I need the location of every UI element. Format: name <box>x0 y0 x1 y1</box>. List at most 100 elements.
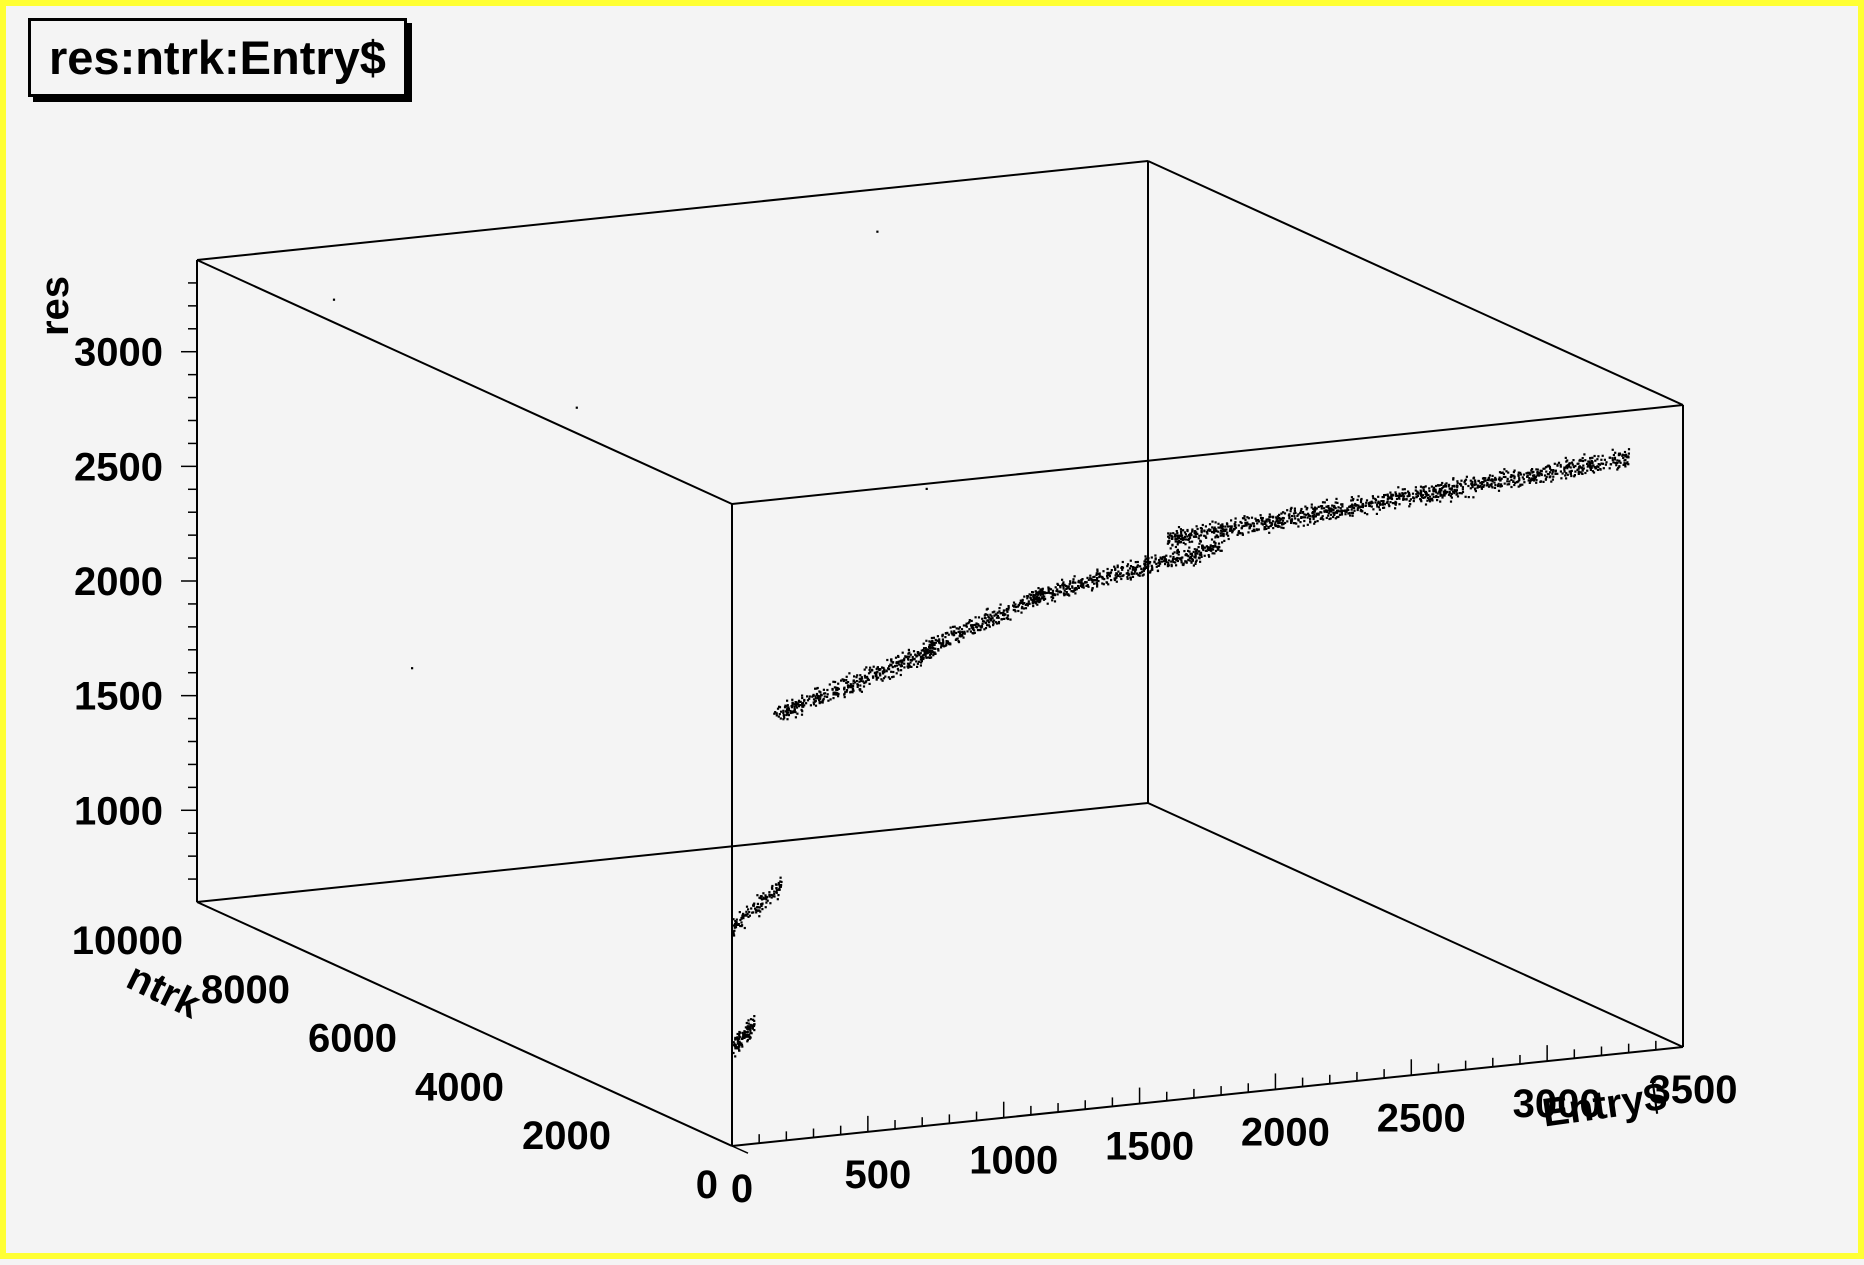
data-point <box>1572 465 1575 468</box>
data-point <box>907 648 910 651</box>
data-point <box>938 638 941 641</box>
data-point <box>1549 467 1552 470</box>
data-point <box>1435 491 1438 494</box>
data-point <box>1523 481 1526 484</box>
data-point <box>1551 472 1554 475</box>
data-point <box>1426 499 1429 502</box>
data-point <box>890 670 893 673</box>
data-point <box>1304 513 1307 516</box>
data-point <box>1053 600 1057 603</box>
data-point <box>1077 586 1080 589</box>
data-point <box>1336 516 1339 519</box>
data-point <box>1270 521 1273 525</box>
data-point <box>923 653 926 656</box>
data-point <box>1403 488 1406 491</box>
data-point <box>1444 491 1447 494</box>
data-point <box>1480 486 1483 489</box>
data-point <box>743 926 746 930</box>
data-point <box>1200 553 1203 556</box>
data-point <box>759 897 762 900</box>
data-point <box>1622 463 1625 466</box>
data-point <box>1275 519 1278 522</box>
data-point <box>1577 467 1580 470</box>
data-point <box>1178 539 1181 543</box>
data-point <box>1197 537 1200 540</box>
x-tick-label: 0 <box>731 1167 753 1211</box>
data-point <box>745 910 748 913</box>
data-point <box>732 1051 735 1055</box>
data-point <box>1068 583 1071 586</box>
box-edge <box>731 404 1684 505</box>
data-point <box>919 664 922 667</box>
data-point <box>1072 580 1075 583</box>
data-point <box>945 640 948 643</box>
data-point <box>897 660 900 663</box>
data-point <box>1185 538 1188 541</box>
data-point <box>1192 550 1195 554</box>
data-point <box>738 1049 741 1052</box>
data-point <box>1506 477 1509 480</box>
data-point <box>1598 463 1602 466</box>
data-point <box>849 691 852 694</box>
data-point <box>1068 588 1071 591</box>
data-point <box>1170 560 1173 563</box>
data-point <box>1310 503 1313 506</box>
data-point <box>885 669 888 672</box>
data-point <box>1594 459 1597 462</box>
data-point <box>1091 581 1094 584</box>
data-point <box>925 656 928 659</box>
data-point <box>760 904 763 908</box>
data-point <box>968 628 971 631</box>
data-point <box>1245 522 1248 525</box>
data-point <box>1177 526 1181 529</box>
data-point <box>1546 473 1549 476</box>
data-point <box>1359 501 1363 504</box>
data-point <box>926 648 930 651</box>
data-point <box>932 654 935 657</box>
data-point <box>1452 484 1456 487</box>
data-point <box>1339 510 1342 513</box>
data-point <box>1107 571 1110 574</box>
data-point <box>1294 511 1297 514</box>
data-point <box>1491 486 1494 489</box>
data-point <box>1024 603 1027 606</box>
data-point <box>1503 482 1506 485</box>
data-point <box>1158 564 1161 567</box>
data-point <box>1424 485 1427 488</box>
data-point <box>1621 453 1624 456</box>
data-point <box>1513 469 1516 472</box>
data-point <box>1201 544 1204 548</box>
data-point <box>747 915 750 918</box>
data-point <box>764 906 767 909</box>
data-point <box>1539 480 1543 483</box>
data-point <box>1194 560 1197 563</box>
data-point <box>971 625 974 628</box>
data-point <box>970 626 973 629</box>
data-point <box>1556 463 1559 466</box>
data-point <box>1000 618 1003 621</box>
data-point <box>1514 481 1517 484</box>
data-point <box>916 651 919 654</box>
data-point <box>1096 585 1099 588</box>
data-point <box>920 656 923 659</box>
data-point <box>1108 575 1111 578</box>
x-tick-label: 1500 <box>1105 1125 1194 1169</box>
data-point <box>1311 510 1315 514</box>
data-point <box>1313 515 1316 518</box>
data-point <box>894 656 898 659</box>
data-point <box>1509 475 1512 479</box>
data-point <box>1171 552 1175 555</box>
data-point <box>770 893 773 897</box>
data-point <box>1421 486 1424 489</box>
data-point <box>1251 530 1254 533</box>
data-point <box>1577 470 1581 473</box>
data-point <box>1307 512 1310 515</box>
data-point <box>871 669 874 672</box>
data-point <box>1150 556 1153 559</box>
data-point <box>1432 490 1435 493</box>
data-point <box>1312 517 1315 521</box>
data-point <box>1134 568 1138 571</box>
data-point <box>906 662 910 665</box>
data-point <box>1397 486 1400 489</box>
data-point <box>1041 597 1044 600</box>
